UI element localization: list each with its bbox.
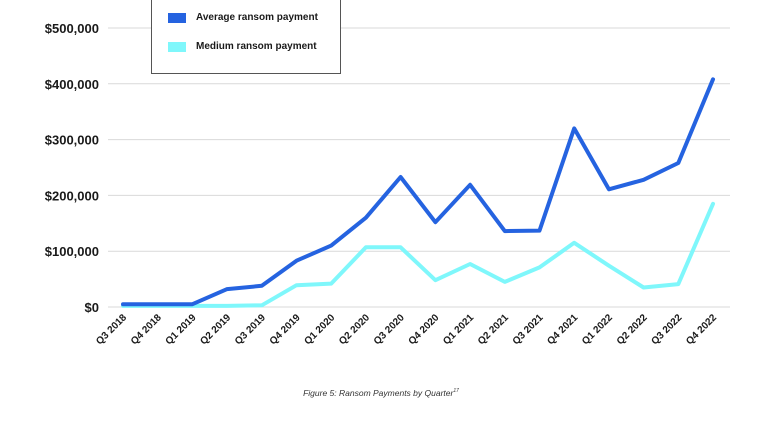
x-tick-label: Q2 2022 (615, 312, 650, 347)
x-tick-label: Q4 2021 (545, 312, 580, 347)
legend-item-average: Average ransom payment (168, 12, 318, 23)
y-tick-label: $100,000 (45, 244, 99, 259)
x-tick-label: Q4 2019 (268, 312, 303, 347)
y-tick-label: $300,000 (45, 133, 99, 148)
x-tick-label: Q3 2020 (372, 312, 407, 347)
x-tick-label: Q4 2018 (129, 312, 164, 347)
x-tick-label: Q1 2019 (164, 312, 199, 347)
legend-swatch-medium (168, 41, 186, 52)
x-tick-label: Q4 2020 (407, 312, 442, 347)
series-lines (121, 77, 715, 308)
x-tick-label: Q2 2019 (198, 312, 233, 347)
x-axis-ticks: Q3 2018 Q4 2018 Q1 2019 Q2 2019 Q3 2019 Q4 20… (94, 312, 719, 347)
x-tick-label: Q4 2022 (684, 312, 719, 347)
x-tick-label: Q3 2018 (94, 312, 129, 347)
x-tick-label: Q2 2021 (476, 312, 511, 347)
x-tick-label: Q3 2019 (233, 312, 268, 347)
x-tick-label: Q2 2020 (337, 312, 372, 347)
x-tick-label: Q1 2022 (580, 312, 615, 347)
y-tick-label: $200,000 (45, 188, 99, 203)
legend-label-average: Average ransom payment (196, 12, 318, 23)
caption-footnote: 17 (453, 388, 459, 395)
legend-item-medium: Medium ransom payment (168, 41, 317, 52)
legend: Average ransom payment Medium ransom pay… (151, 0, 341, 74)
x-tick-label: Q3 2022 (650, 312, 685, 347)
caption-text: Figure 5: Ransom Payments by Quarter (303, 388, 454, 398)
y-tick-label: $500,000 (45, 21, 99, 36)
series-line-medium (121, 201, 715, 308)
legend-swatch-average (168, 12, 186, 23)
y-tick-label: $400,000 (45, 77, 99, 92)
x-tick-label: Q1 2020 (302, 312, 337, 347)
series-line-average (121, 77, 715, 307)
y-tick-label: $0 (85, 300, 99, 315)
y-axis-ticks: $0 $100,000 $200,000 $300,000 $400,000 $500,0… (45, 21, 99, 315)
x-tick-label: Q3 2021 (511, 312, 546, 347)
x-tick-label: Q1 2021 (441, 312, 476, 347)
figure-caption: Figure 5: Ransom Payments by Quarter17 (0, 388, 762, 398)
legend-label-medium: Medium ransom payment (196, 41, 317, 52)
